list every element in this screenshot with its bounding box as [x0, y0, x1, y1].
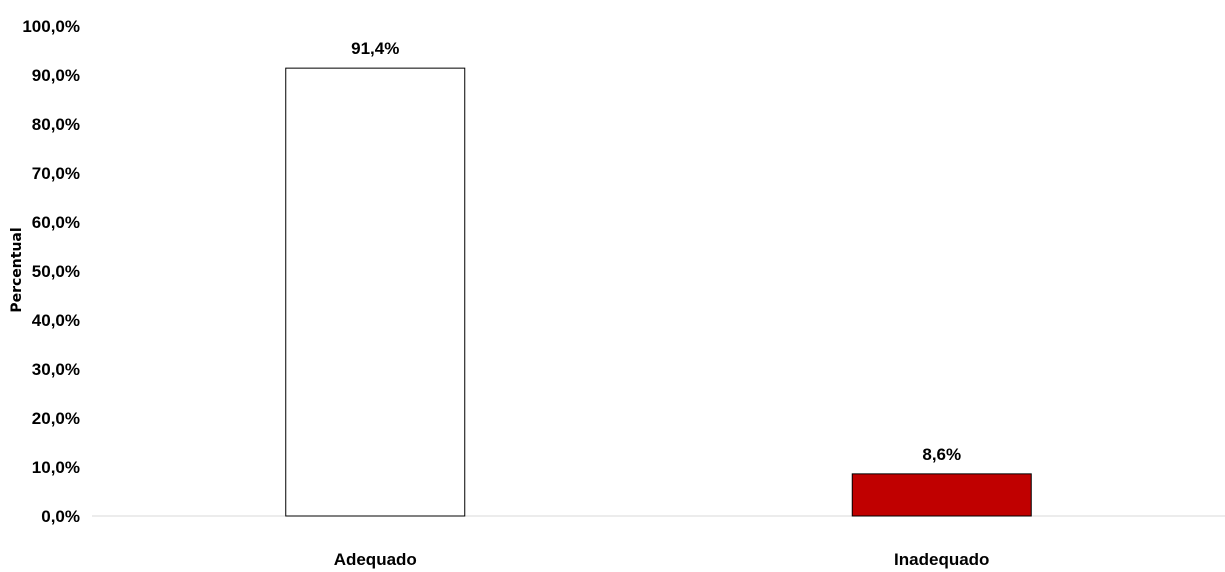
y-tick-label: 70,0%: [32, 164, 80, 183]
y-tick-label: 30,0%: [32, 360, 80, 379]
y-axis-ticks: 0,0% 10,0% 20,0% 30,0% 40,0% 50,0% 60,0% 70,0% 8…: [22, 17, 80, 526]
y-tick-label: 40,0%: [32, 311, 80, 330]
bar-inadequado: [851, 473, 1032, 517]
y-tick-label: 20,0%: [32, 409, 80, 428]
bar-adequado: [285, 67, 466, 517]
data-label: 8,6%: [922, 445, 961, 464]
y-tick-label: 10,0%: [32, 458, 80, 477]
y-tick-label: 90,0%: [32, 66, 80, 85]
y-tick-label: 100,0%: [22, 17, 80, 36]
y-tick-label: 50,0%: [32, 262, 80, 281]
x-category-label: Adequado: [334, 550, 417, 569]
x-axis-categories: Adequado Inadequado: [334, 550, 990, 569]
data-label: 91,4%: [351, 39, 399, 58]
bars: [285, 67, 1032, 517]
data-labels: 91,4% 8,6%: [351, 39, 961, 464]
y-tick-label: 60,0%: [32, 213, 80, 232]
y-tick-label: 80,0%: [32, 115, 80, 134]
y-axis-title: Percentual: [9, 227, 25, 312]
x-category-label: Inadequado: [894, 550, 989, 569]
y-tick-label: 0,0%: [41, 507, 80, 526]
